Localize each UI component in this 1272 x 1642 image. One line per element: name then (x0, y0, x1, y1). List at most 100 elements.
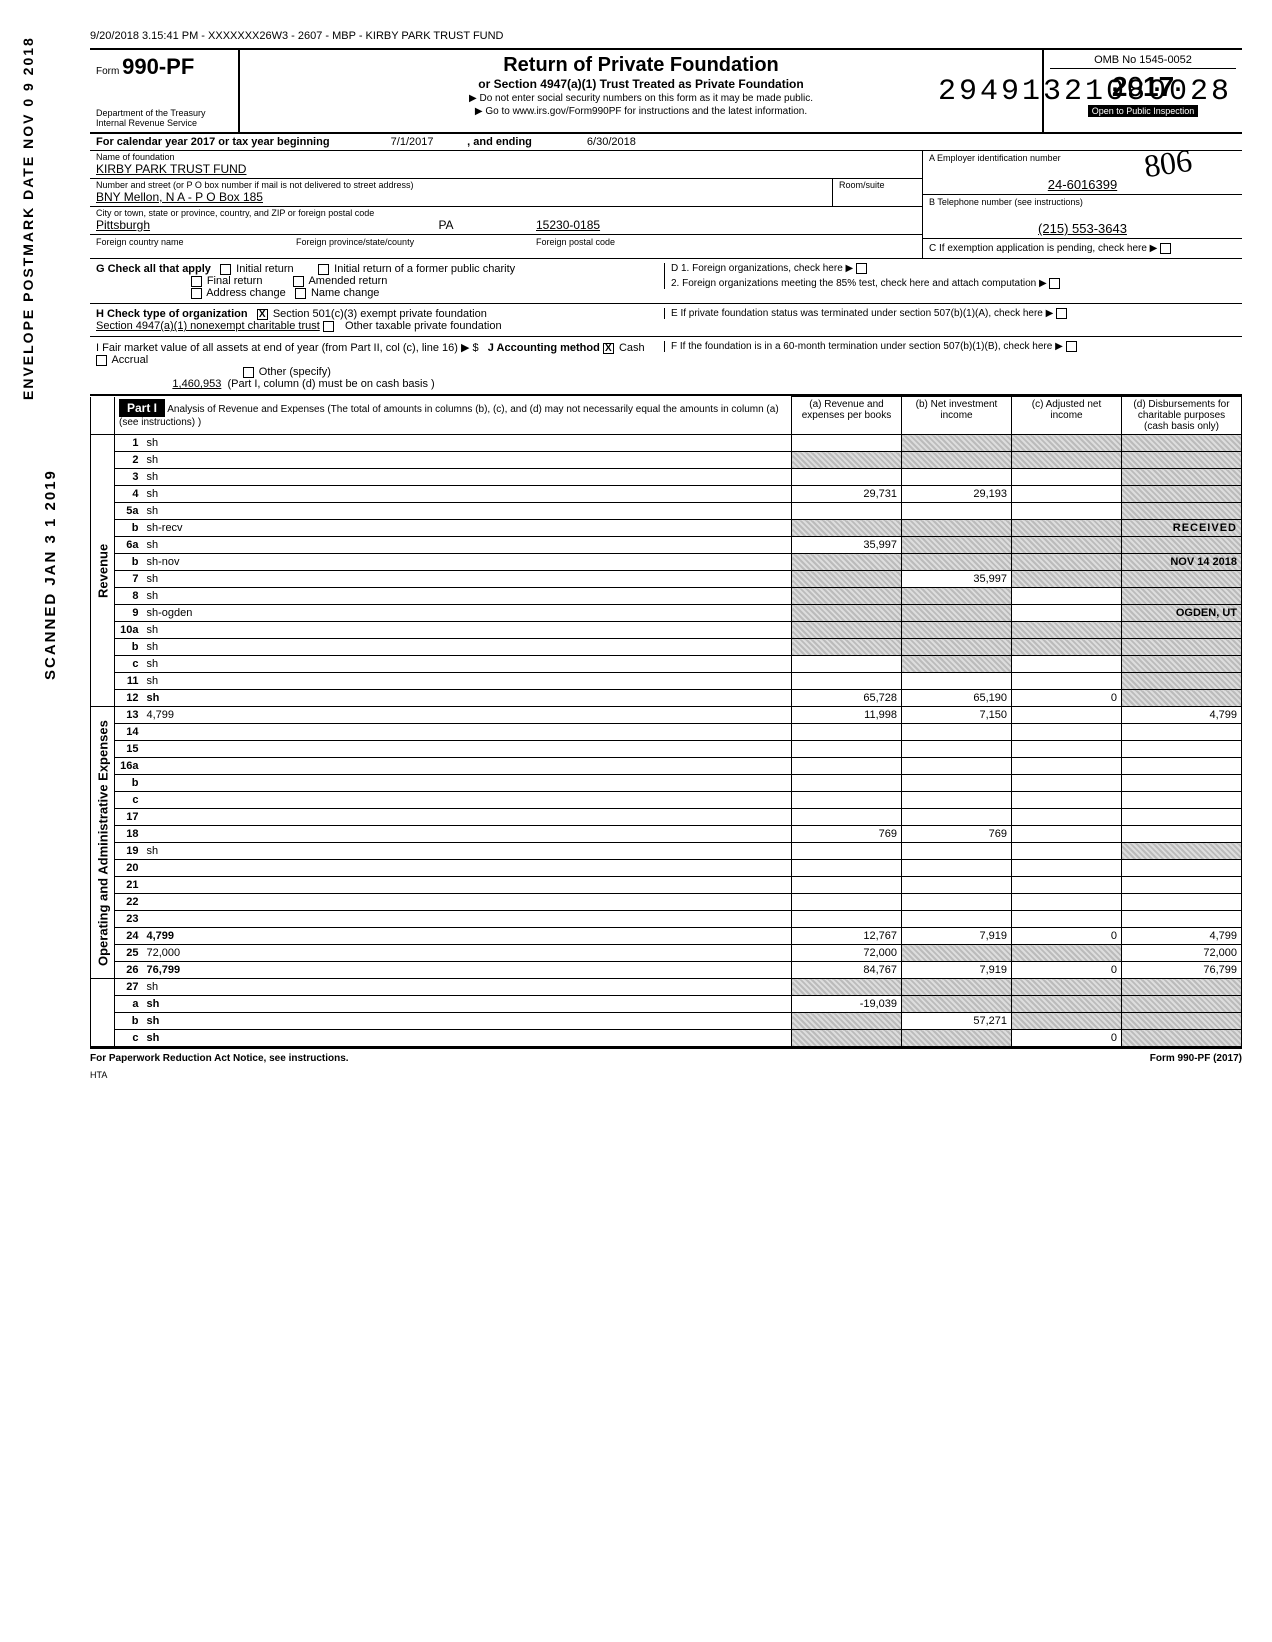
cell-shaded (1012, 1013, 1122, 1030)
cell-shaded (1012, 435, 1122, 452)
cell-shaded (1122, 656, 1242, 673)
c-checkbox[interactable] (1160, 243, 1171, 254)
line-desc: sh (143, 622, 792, 639)
cell-value (902, 469, 1012, 486)
line-number: 18 (115, 826, 143, 843)
cell-value (1122, 758, 1242, 775)
cell-value (792, 843, 902, 860)
line-number: 8 (115, 588, 143, 605)
cell-value (1012, 469, 1122, 486)
h-opt2: Section 4947(a)(1) nonexempt charitable … (96, 320, 320, 332)
chk-addr-change[interactable] (191, 288, 202, 299)
addr-value: BNY Mellon, N A - P O Box 185 (90, 190, 832, 206)
cal-label-a: For calendar year 2017 or tax year begin… (96, 136, 330, 148)
cell-value (902, 894, 1012, 911)
chk-initial[interactable] (220, 264, 231, 275)
g-addr-change: Address change (206, 287, 286, 299)
chk-final[interactable] (191, 276, 202, 287)
cell-shaded (1122, 1013, 1242, 1030)
cell-shaded (1122, 435, 1242, 452)
chk-initial-former[interactable] (318, 264, 329, 275)
chk-other-acct[interactable] (243, 367, 254, 378)
line-number: 2 (115, 452, 143, 469)
line-desc: 72,000 (143, 945, 792, 962)
line-number: 1 (115, 435, 143, 452)
j-other: Other (specify) (259, 366, 331, 378)
cell-shaded (1122, 673, 1242, 690)
line-number: 4 (115, 486, 143, 503)
cell-value (792, 775, 902, 792)
cell-nov-stamp: NOV 14 2018 (1122, 554, 1242, 571)
cell-value (902, 843, 1012, 860)
line-number: b (115, 775, 143, 792)
cell-shaded (1122, 979, 1242, 996)
line-desc: 4,799 (143, 707, 792, 724)
cell-value: 29,193 (902, 486, 1012, 503)
cell-value (1122, 775, 1242, 792)
cell-value (1012, 724, 1122, 741)
cell-shaded (1012, 571, 1122, 588)
line-number: b (115, 1013, 143, 1030)
d1-label: D 1. Foreign organizations, check here (671, 263, 843, 274)
cell-shaded (1122, 486, 1242, 503)
cell-value (792, 758, 902, 775)
line-number: 25 (115, 945, 143, 962)
line-desc: sh-nov (143, 554, 792, 571)
cell-value: 65,190 (902, 690, 1012, 707)
cell-value: 0 (1012, 1030, 1122, 1047)
header-stamp: 9/20/2018 3.15:41 PM - XXXXXXX26W3 - 260… (90, 30, 1242, 42)
col-c-header: (c) Adjusted net income (1012, 397, 1122, 435)
line-desc: sh (143, 435, 792, 452)
line-desc: sh (143, 996, 792, 1013)
line-number: 24 (115, 928, 143, 945)
cell-value (792, 673, 902, 690)
cell-shaded (1122, 452, 1242, 469)
chk-d1[interactable] (856, 263, 867, 274)
line-desc (143, 741, 792, 758)
cell-value (902, 792, 1012, 809)
cell-shaded (792, 605, 902, 622)
h-opt3: Other taxable private foundation (345, 320, 502, 332)
foundation-name-label: Name of foundation (90, 151, 922, 162)
line-number: b (115, 520, 143, 537)
cell-shaded (1012, 996, 1122, 1013)
chk-accrual[interactable] (96, 355, 107, 366)
line-number: b (115, 554, 143, 571)
chk-501c3[interactable]: X (257, 309, 268, 320)
chk-f[interactable] (1066, 341, 1077, 352)
line-desc: sh (143, 656, 792, 673)
i-note: (Part I, column (d) must be on cash basi… (227, 378, 434, 390)
cell-value (792, 877, 902, 894)
state: PA (356, 218, 536, 232)
c-label: C If exemption application is pending, c… (929, 243, 1157, 254)
cell-value (902, 758, 1012, 775)
cell-value (1012, 486, 1122, 503)
foreign-prov-label: Foreign province/state/county (296, 237, 536, 247)
cell-value (902, 860, 1012, 877)
col-d-header: (d) Disbursements for charitable purpose… (1122, 397, 1242, 435)
cell-value (902, 724, 1012, 741)
cell-value (1012, 894, 1122, 911)
cell-value: 7,919 (902, 962, 1012, 979)
chk-amended[interactable] (293, 276, 304, 287)
cell-value (1122, 826, 1242, 843)
line-number: 17 (115, 809, 143, 826)
line-number: 10a (115, 622, 143, 639)
cell-value (792, 792, 902, 809)
dln-number: 29491321080028 (938, 75, 1232, 109)
chk-4947[interactable] (323, 321, 334, 332)
line-desc (143, 877, 792, 894)
cell-shaded (792, 979, 902, 996)
chk-d2[interactable] (1049, 278, 1060, 289)
line-desc: sh-recv (143, 520, 792, 537)
line-number: 13 (115, 707, 143, 724)
form-subtitle: or Section 4947(a)(1) Trust Treated as P… (246, 77, 1036, 91)
chk-cash[interactable]: X (603, 343, 614, 354)
footer-right: Form 990-PF (2017) (1150, 1053, 1242, 1064)
cell-value: -19,039 (792, 996, 902, 1013)
cell-value (1012, 826, 1122, 843)
chk-name-change[interactable] (295, 288, 306, 299)
chk-e[interactable] (1056, 308, 1067, 319)
cell-shaded (1122, 690, 1242, 707)
line-desc: sh (143, 1030, 792, 1047)
